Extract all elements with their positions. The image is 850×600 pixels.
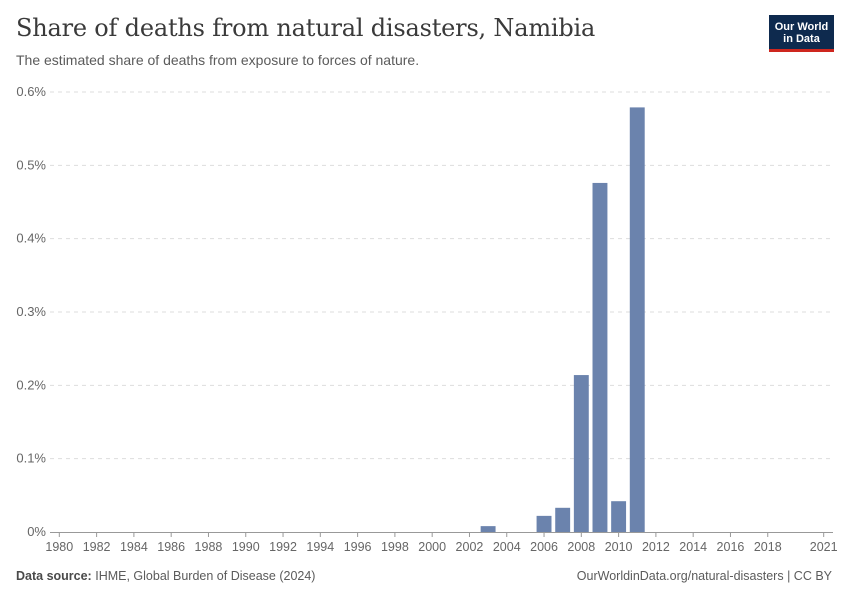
x-tick-label: 1982 xyxy=(83,540,111,554)
x-tick-label: 2002 xyxy=(456,540,484,554)
data-source-text: IHME, Global Burden of Disease (2024) xyxy=(95,569,316,583)
data-source: Data source: IHME, Global Burden of Dise… xyxy=(16,569,315,583)
bar-2011 xyxy=(629,107,645,533)
x-tick-label: 1980 xyxy=(45,540,73,554)
x-tick-label: 2004 xyxy=(493,540,521,554)
data-source-label: Data source: xyxy=(16,569,92,583)
y-tick-label: 0.5% xyxy=(16,157,46,172)
x-tick-label: 1986 xyxy=(157,540,185,554)
y-tick-label: 0.1% xyxy=(16,451,46,466)
chart-subtitle: The estimated share of deaths from expos… xyxy=(16,52,420,68)
bar-2006 xyxy=(536,515,552,532)
bar-2003 xyxy=(480,526,496,532)
x-tick-label: 1996 xyxy=(344,540,372,554)
x-tick-label: 2006 xyxy=(530,540,558,554)
x-tick-label: 2021 xyxy=(810,540,838,554)
x-tick-label: 1994 xyxy=(306,540,334,554)
bar-2007 xyxy=(555,507,571,532)
x-tick-label: 2016 xyxy=(717,540,745,554)
x-tick-label: 1998 xyxy=(381,540,409,554)
x-tick-label: 2008 xyxy=(567,540,595,554)
logo-line-1: Our World xyxy=(774,21,829,33)
y-tick-label: 0.4% xyxy=(16,231,46,246)
bar-2009 xyxy=(592,182,608,532)
x-tick-label: 2014 xyxy=(679,540,707,554)
y-tick-label: 0.6% xyxy=(16,84,46,99)
chart-title: Share of deaths from natural disasters, … xyxy=(16,14,596,42)
source-link[interactable]: OurWorldinData.org/natural-disasters | C… xyxy=(576,569,832,583)
logo-line-2: in Data xyxy=(783,33,820,45)
y-tick-label: 0.2% xyxy=(16,377,46,392)
x-tick-label: 1984 xyxy=(120,540,148,554)
x-tick-label: 2000 xyxy=(418,540,446,554)
bar-2010 xyxy=(611,501,627,532)
x-tick-label: 2018 xyxy=(754,540,782,554)
x-tick-label: 1992 xyxy=(269,540,297,554)
x-tick-label: 1988 xyxy=(195,540,223,554)
x-tick-label: 2010 xyxy=(605,540,633,554)
owid-logo[interactable]: Our World in Data xyxy=(769,15,834,52)
y-tick-label: 0.3% xyxy=(16,304,46,319)
x-tick-label: 2012 xyxy=(642,540,670,554)
y-tick-label: 0% xyxy=(27,524,46,539)
x-tick-label: 1990 xyxy=(232,540,260,554)
bar-2008 xyxy=(573,375,589,532)
